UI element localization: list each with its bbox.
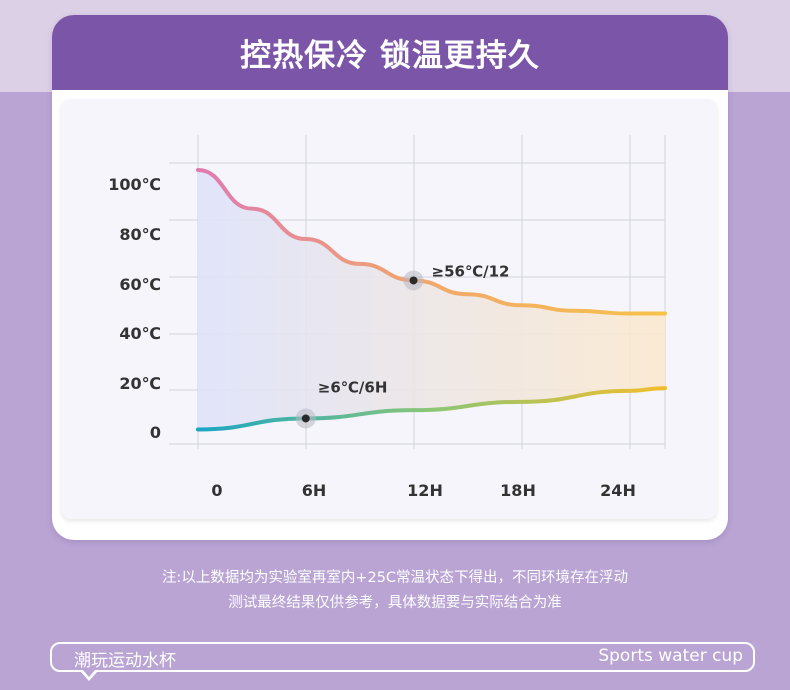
- disclaimer-note: 注:以上数据均为实验室再室内+25C常温状态下得出，不同环境存在浮动 测试最终结…: [0, 566, 790, 616]
- y-tick-label: 20℃: [119, 374, 161, 393]
- disclaimer-line-1: 注:以上数据均为实验室再室内+25C常温状态下得出，不同环境存在浮动: [161, 570, 629, 586]
- product-name-cn: 潮玩运动水杯: [74, 651, 176, 671]
- y-tick-label: 80℃: [119, 225, 161, 244]
- chart-panel: 100℃ 80℃ 60℃ 40℃ 20℃ 0 0 6H 12H 18H 24H ≥56℃/12 ≥6℃/…: [61, 99, 717, 519]
- disclaimer-line-2: 测试最终结果仅供参考，具体数据要与实际结合为准: [228, 595, 562, 611]
- x-tick-label: 18H: [500, 481, 536, 500]
- data-label: ≥6℃/6H: [318, 378, 388, 396]
- series-line-cold: [196, 386, 667, 432]
- x-tick-label: 6H: [302, 481, 327, 500]
- series-line-hot: [196, 168, 667, 316]
- x-tick-label: 12H: [407, 481, 443, 500]
- product-label-bar: 潮玩运动水杯 Sports water cup: [50, 642, 755, 672]
- y-tick-label: 40℃: [119, 324, 161, 343]
- area-fill: [198, 170, 665, 430]
- y-tick-label: 100℃: [108, 175, 161, 194]
- data-label: ≥56℃/12: [432, 262, 510, 280]
- speech-pointer-inner: [83, 670, 95, 677]
- page-title: 控热保冷 锁温更持久: [52, 15, 728, 90]
- x-tick-label: 0: [211, 481, 222, 500]
- x-tick-label: 24H: [600, 481, 636, 500]
- data-point: [301, 414, 310, 423]
- product-name-en: Sports water cup: [598, 646, 743, 666]
- data-point: [409, 276, 418, 285]
- temperature-chart: 100℃ 80℃ 60℃ 40℃ 20℃ 0 0 6H 12H 18H 24H ≥56℃/12 ≥6℃/…: [108, 135, 667, 500]
- y-tick-label: 60℃: [119, 275, 161, 294]
- info-card: 控热保冷 锁温更持久 100℃ 80℃ 60℃ 40℃ 20℃ 0 0 6H 12H 18H 24H…: [52, 15, 728, 540]
- y-tick-label: 0: [150, 423, 161, 442]
